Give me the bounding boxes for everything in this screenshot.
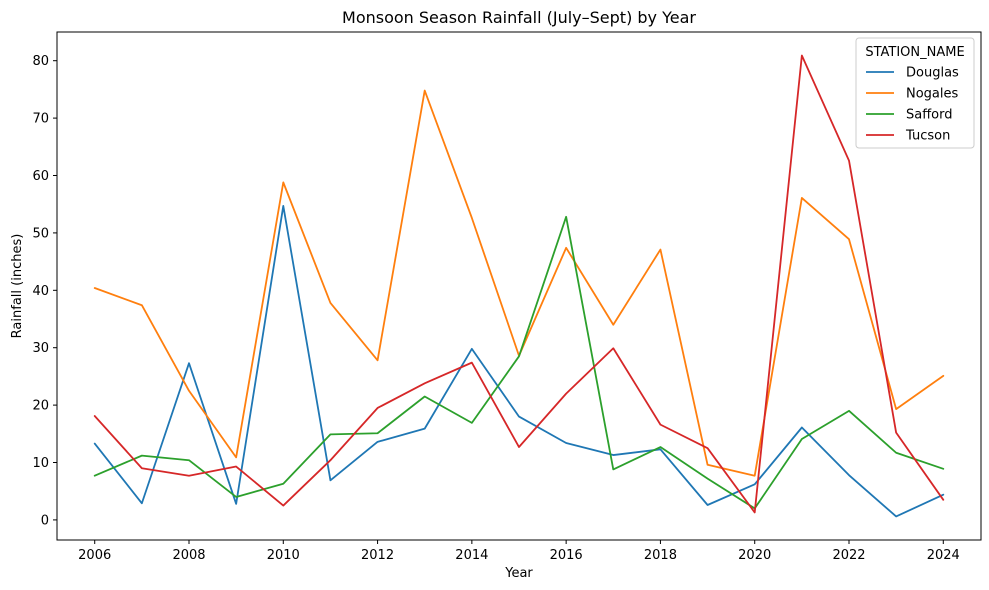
x-tick-label: 2024 (927, 548, 960, 563)
x-tick-label: 2010 (267, 548, 300, 563)
legend-label-nogales: Nogales (906, 87, 959, 102)
x-tick-label: 2008 (172, 548, 205, 563)
y-tick-label: 0 (41, 513, 49, 528)
y-axis-ticks: 0 10 20 30 40 50 60 70 80 (32, 54, 57, 528)
legend-label-tucson: Tucson (905, 129, 950, 144)
series-line-safford (93, 215, 945, 510)
y-tick-label: 10 (32, 456, 49, 471)
x-tick-label: 2018 (644, 548, 677, 563)
y-axis-label: Rainfall (inches) (10, 234, 25, 339)
x-tick-label: 2022 (832, 548, 865, 563)
y-tick-label: 80 (32, 54, 49, 69)
legend-items: Douglas Nogales Safford Tucson (866, 66, 959, 144)
y-tick-label: 40 (32, 284, 49, 299)
y-tick-label: 70 (32, 112, 49, 127)
axes-frame (56, 31, 982, 541)
x-tick-label: 2016 (550, 548, 583, 563)
legend-box (855, 37, 975, 149)
legend-label-safford: Safford (906, 108, 953, 123)
y-tick-label: 30 (32, 341, 49, 356)
series-line-douglas (93, 205, 945, 518)
legend-label-douglas: Douglas (906, 66, 959, 81)
chart-title: Monsoon Season Rainfall (July–Sept) by Y… (342, 8, 696, 27)
series-lines (93, 54, 945, 518)
legend-title: STATION_NAME (865, 45, 964, 60)
x-axis-label: Year (504, 566, 533, 581)
y-tick-label: 20 (32, 399, 49, 414)
x-axis-ticks: 2006 2008 2010 2012 2014 2016 2018 2020 2022 2024 (78, 540, 960, 563)
x-tick-label: 2020 (738, 548, 771, 563)
y-tick-label: 50 (32, 226, 49, 241)
legend: STATION_NAME Douglas Nogales Safford Tucson (855, 37, 975, 149)
x-tick-label: 2006 (78, 548, 111, 563)
y-tick-label: 60 (32, 169, 49, 184)
x-tick-label: 2014 (455, 548, 488, 563)
x-tick-label: 2012 (361, 548, 394, 563)
series-line-tucson (93, 54, 945, 514)
